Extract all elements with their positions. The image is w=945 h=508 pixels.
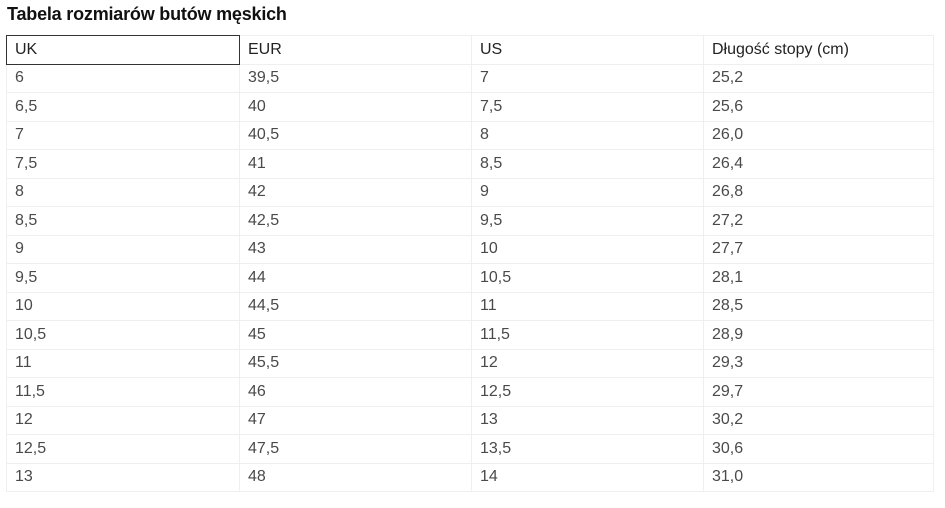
cell-uk: 11,5 <box>6 377 240 407</box>
cell-us: 7,5 <box>471 92 704 122</box>
cell-foot-length: 28,9 <box>703 320 934 350</box>
page-title: Tabela rozmiarów butów męskich <box>7 4 287 24</box>
cell-eur: 44 <box>239 263 472 293</box>
table-row: 8 42 9 26,8 <box>6 177 934 207</box>
cell-eur: 39,5 <box>239 63 472 93</box>
table-row: 10 44,5 11 28,5 <box>6 291 934 321</box>
cell-uk: 7,5 <box>6 149 240 179</box>
cell-uk: 8,5 <box>6 206 240 236</box>
cell-us: 10 <box>471 234 704 264</box>
table-row: 12 47 13 30,2 <box>6 405 934 435</box>
cell-uk: 10 <box>6 291 240 321</box>
cell-uk: 6,5 <box>6 92 240 122</box>
cell-eur: 42 <box>239 177 472 207</box>
cell-eur: 44,5 <box>239 291 472 321</box>
cell-uk: 7 <box>6 120 240 150</box>
cell-us: 8,5 <box>471 149 704 179</box>
cell-uk: 6 <box>6 63 240 93</box>
cell-us: 8 <box>471 120 704 150</box>
cell-foot-length: 27,2 <box>703 206 934 236</box>
table-row: 13 48 14 31,0 <box>6 462 934 492</box>
table-row: 8,5 42,5 9,5 27,2 <box>6 206 934 236</box>
cell-uk: 12 <box>6 405 240 435</box>
cell-foot-length: 29,3 <box>703 348 934 378</box>
cell-us: 14 <box>471 462 704 492</box>
table-row: 11 45,5 12 29,3 <box>6 348 934 378</box>
cell-eur: 48 <box>239 462 472 492</box>
cell-foot-length: 30,2 <box>703 405 934 435</box>
cell-eur: 47,5 <box>239 434 472 464</box>
cell-uk: 9,5 <box>6 263 240 293</box>
cell-foot-length: 29,7 <box>703 377 934 407</box>
cell-us: 10,5 <box>471 263 704 293</box>
cell-foot-length: 26,8 <box>703 177 934 207</box>
cell-foot-length: 26,0 <box>703 120 934 150</box>
cell-uk: 12,5 <box>6 434 240 464</box>
cell-foot-length: 25,2 <box>703 63 934 93</box>
cell-eur: 45,5 <box>239 348 472 378</box>
header-us[interactable]: US <box>471 35 704 65</box>
table-row: 12,5 47,5 13,5 30,6 <box>6 434 934 464</box>
cell-foot-length: 25,6 <box>703 92 934 122</box>
cell-us: 7 <box>471 63 704 93</box>
cell-eur: 40,5 <box>239 120 472 150</box>
cell-us: 12,5 <box>471 377 704 407</box>
cell-us: 12 <box>471 348 704 378</box>
cell-eur: 47 <box>239 405 472 435</box>
header-foot-length[interactable]: Długość stopy (cm) <box>703 35 934 65</box>
cell-us: 11,5 <box>471 320 704 350</box>
table-row: 10,5 45 11,5 28,9 <box>6 320 934 350</box>
cell-us: 13,5 <box>471 434 704 464</box>
size-chart-table: UK EUR US Długość stopy (cm) 6 39,5 7 25,2 6… <box>6 35 934 492</box>
cell-uk: 10,5 <box>6 320 240 350</box>
cell-us: 9,5 <box>471 206 704 236</box>
cell-us: 9 <box>471 177 704 207</box>
cell-eur: 42,5 <box>239 206 472 236</box>
cell-foot-length: 28,5 <box>703 291 934 321</box>
cell-foot-length: 28,1 <box>703 263 934 293</box>
cell-foot-length: 26,4 <box>703 149 934 179</box>
cell-eur: 45 <box>239 320 472 350</box>
table-row: 7,5 41 8,5 26,4 <box>6 149 934 179</box>
cell-foot-length: 30,6 <box>703 434 934 464</box>
cell-uk: 8 <box>6 177 240 207</box>
cell-uk: 13 <box>6 462 240 492</box>
table-row: 11,5 46 12,5 29,7 <box>6 377 934 407</box>
header-uk[interactable]: UK <box>6 35 240 65</box>
cell-eur: 46 <box>239 377 472 407</box>
table-row: 7 40,5 8 26,0 <box>6 120 934 150</box>
cell-eur: 43 <box>239 234 472 264</box>
cell-eur: 41 <box>239 149 472 179</box>
cell-uk: 11 <box>6 348 240 378</box>
cell-uk: 9 <box>6 234 240 264</box>
cell-foot-length: 31,0 <box>703 462 934 492</box>
table-row: 9 43 10 27,7 <box>6 234 934 264</box>
table-header-row: UK EUR US Długość stopy (cm) <box>6 35 934 65</box>
table-row: 6 39,5 7 25,2 <box>6 63 934 93</box>
cell-us: 13 <box>471 405 704 435</box>
header-eur[interactable]: EUR <box>239 35 472 65</box>
cell-eur: 40 <box>239 92 472 122</box>
table-row: 6,5 40 7,5 25,6 <box>6 92 934 122</box>
cell-foot-length: 27,7 <box>703 234 934 264</box>
cell-us: 11 <box>471 291 704 321</box>
table-row: 9,5 44 10,5 28,1 <box>6 263 934 293</box>
